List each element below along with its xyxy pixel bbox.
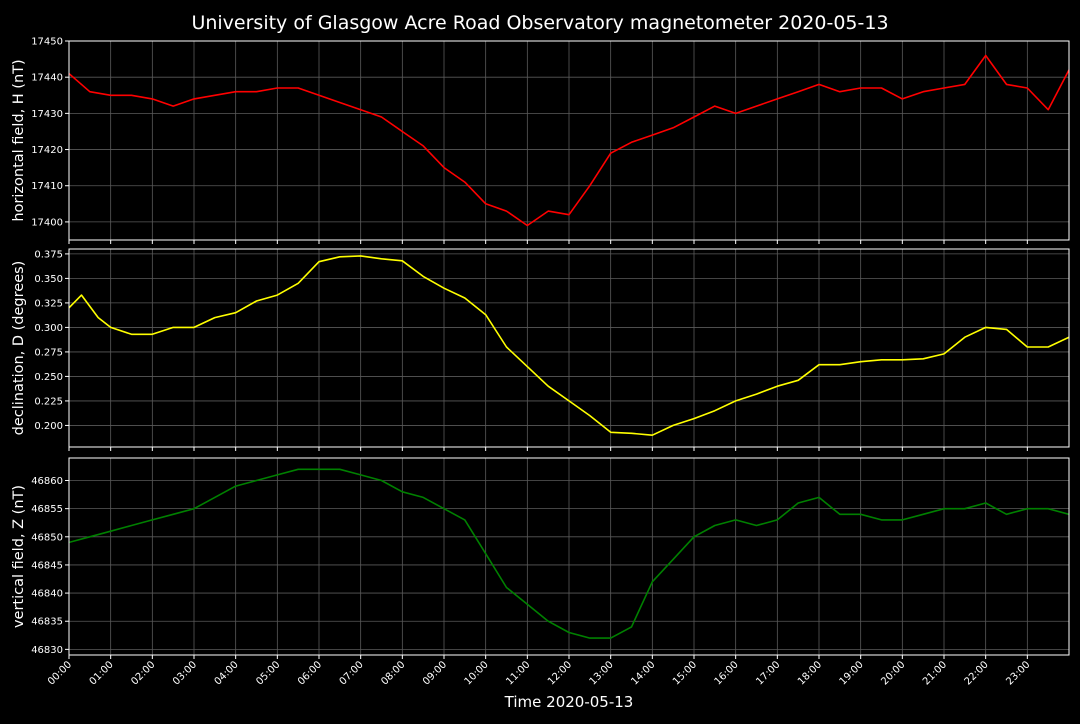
y-tick-label: 0.375 <box>34 249 63 260</box>
y-tick-label: 0.275 <box>34 347 63 358</box>
y-tick-label: 0.325 <box>34 298 63 309</box>
y-tick-label: 46855 <box>31 504 63 515</box>
series-line-1 <box>69 54 1069 227</box>
y-axis-label: horizontal field, H (nT) <box>11 59 27 221</box>
y-tick-label: 0.200 <box>34 421 63 432</box>
y-tick-label: 46835 <box>31 617 63 628</box>
chart-title: University of Glasgow Acre Road Observat… <box>191 12 888 34</box>
series-line-3 <box>69 468 1069 639</box>
y-tick-label: 46830 <box>31 645 63 656</box>
y-tick-label: 0.350 <box>34 274 63 285</box>
y-tick-label: 17450 <box>31 37 63 48</box>
y-tick-label: 17430 <box>31 109 63 120</box>
x-axis-label: Time 2020-05-13 <box>504 693 634 711</box>
series-line-2 <box>69 255 1069 437</box>
y-tick-label: 0.300 <box>34 323 63 334</box>
y-tick-label: 17440 <box>31 73 63 84</box>
y-tick-label: 46860 <box>31 476 63 487</box>
panel-frame <box>68 248 1070 448</box>
y-tick-label: 17410 <box>31 181 63 192</box>
y-tick-label: 46840 <box>31 589 63 600</box>
y-tick-label: 0.250 <box>34 372 63 383</box>
panel-2: 0.200 0.225 0.250 0.275 0.300 0.325 0.350 0.375… <box>11 248 1070 451</box>
panel-frame <box>68 40 1070 241</box>
y-tick-label: 46850 <box>31 532 63 543</box>
y-axis-label: vertical field, Z (nT) <box>11 485 27 628</box>
y-tick-label: 17420 <box>31 145 63 156</box>
panel-1: 17400 17410 17420 17430 17440 17450 horizontal… <box>11 37 1070 244</box>
y-tick-label: 17400 <box>31 217 63 228</box>
y-tick-label: 46845 <box>31 560 63 571</box>
panel-frame <box>68 457 1070 656</box>
y-tick-label: 0.225 <box>34 396 63 407</box>
y-axis-label: declination, D (degrees) <box>11 261 27 436</box>
